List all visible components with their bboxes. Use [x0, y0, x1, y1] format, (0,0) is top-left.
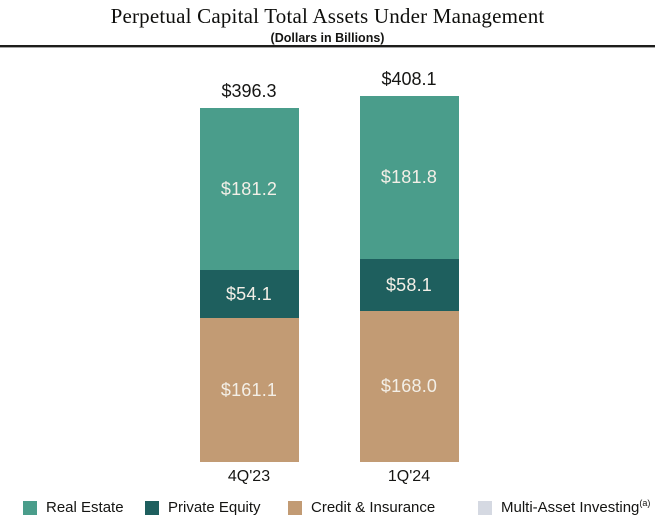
segment-value-label: $181.8 [380, 167, 438, 187]
bar-segment-credit-insurance-1q-24: $168.0 [359, 311, 459, 462]
segment-value-label: $181.2 [220, 178, 278, 199]
bar-total-label-4q-23: $396.3 [221, 81, 277, 101]
legend-item-multi-asset-investing: Multi-Asset Investing(a) [478, 499, 650, 516]
x-axis-label-1q-24: 1Q'24 [387, 468, 431, 485]
legend-item-credit-insurance: Credit & Insurance [288, 499, 435, 516]
segment-value-label: $168.0 [380, 376, 438, 396]
segment-value-label: $54.1 [225, 283, 273, 304]
bar-segment-real-estate-1q-24: $181.8 [359, 96, 459, 259]
legend-item-real-estate: Real Estate [23, 499, 124, 516]
bar-segment-credit-insurance-4q-23: $161.1 [199, 318, 299, 462]
legend-item-private-equity: Private Equity [145, 499, 261, 516]
bar-segment-private-equity-4q-23: $54.1 [199, 270, 299, 318]
legend-label: Credit & Insurance [311, 499, 436, 516]
legend-footnote-marker: (a) [639, 498, 651, 508]
legend-swatch-real-estate [23, 500, 37, 515]
legend-swatch-multi-asset-investing [478, 500, 492, 515]
bar-segment-real-estate-4q-23: $181.2 [199, 108, 299, 270]
x-axis-label-4q-23: 4Q'23 [227, 468, 271, 485]
legend-label: Private Equity [168, 499, 261, 516]
legend-swatch-credit-insurance [288, 500, 302, 515]
legend-label: Multi-Asset Investing(a) [501, 498, 651, 517]
bar-total-label-1q-24: $408.1 [381, 69, 437, 89]
chart-subtitle: (Dollars in Billions) [270, 31, 385, 45]
chart-title: Perpetual Capital Total Assets Under Man… [110, 4, 545, 28]
legend-swatch-private-equity [145, 500, 159, 515]
legend-label: Real Estate [46, 499, 124, 516]
segment-value-label: $58.1 [385, 274, 433, 295]
header-divider [0, 45, 655, 48]
segment-value-label: $161.1 [220, 379, 278, 400]
bar-segment-private-equity-1q-24: $58.1 [359, 259, 459, 311]
